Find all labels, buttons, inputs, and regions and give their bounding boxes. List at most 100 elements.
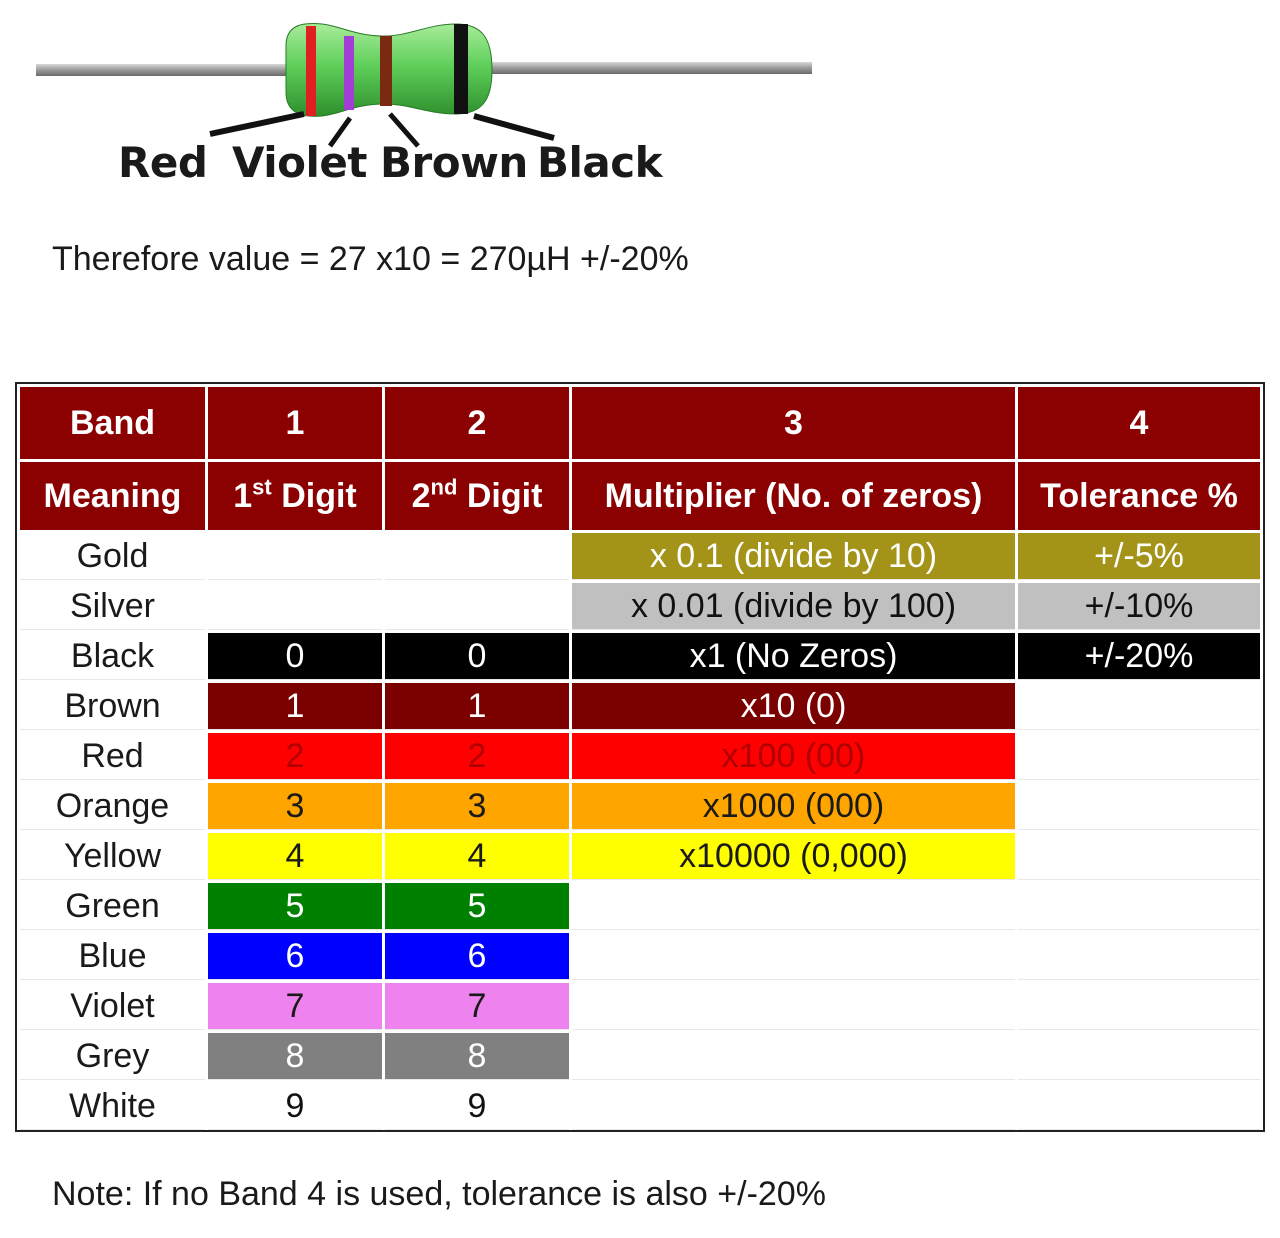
first-digit-sup: st	[252, 474, 272, 500]
header-band-2: 2	[385, 387, 569, 459]
color-code-grid: Band 1 2 3 4 Meaning 1st Digit 2nd Digit…	[17, 384, 1263, 1133]
second-digit-cell: 9	[385, 1083, 569, 1130]
first-digit-cell: 0	[208, 633, 382, 680]
multiplier-cell: x1 (No Zeros)	[572, 633, 1015, 680]
second-digit-cell: 3	[385, 783, 569, 830]
color-name-cell: Blue	[20, 933, 205, 980]
color-name-cell: White	[20, 1083, 205, 1130]
table-row: Orange 3 3 x1000 (000)	[20, 783, 1260, 830]
pointer-brown	[388, 112, 420, 148]
pointer-red	[209, 111, 305, 137]
color-name-cell: Grey	[20, 1033, 205, 1080]
tolerance-cell	[1018, 833, 1260, 880]
first-digit-cell: 6	[208, 933, 382, 980]
band-3-brown	[380, 36, 392, 106]
header-band-3: 3	[572, 387, 1015, 459]
note-statement: Note: If no Band 4 is used, tolerance is…	[52, 1175, 826, 1213]
color-name-cell: Gold	[20, 533, 205, 580]
color-name-cell: Red	[20, 733, 205, 780]
left-lead	[36, 64, 296, 76]
second-digit-cell: 0	[385, 633, 569, 680]
multiplier-cell: x10000 (0,000)	[572, 833, 1015, 880]
first-digit-cell	[208, 583, 382, 630]
table-row: Grey 8 8	[20, 1033, 1260, 1080]
header-row-meaning: Meaning 1st Digit 2nd Digit Multiplier (…	[20, 462, 1260, 530]
tolerance-cell: +/-10%	[1018, 583, 1260, 630]
table-row: Violet 7 7	[20, 983, 1260, 1030]
color-name-cell: Black	[20, 633, 205, 680]
header-band-1: 1	[208, 387, 382, 459]
band-2-violet	[344, 36, 354, 110]
header-tolerance: Tolerance %	[1018, 462, 1260, 530]
second-digit-word: Digit	[466, 476, 543, 515]
first-digit-num: 1	[233, 476, 253, 515]
header-band-4: 4	[1018, 387, 1260, 459]
band-label-4: Black	[537, 138, 663, 187]
color-code-table: Band 1 2 3 4 Meaning 1st Digit 2nd Digit…	[15, 382, 1265, 1132]
multiplier-cell	[572, 1083, 1015, 1130]
first-digit-word: Digit	[281, 476, 357, 515]
color-name-cell: Green	[20, 883, 205, 930]
second-digit-cell: 7	[385, 983, 569, 1030]
tolerance-cell	[1018, 1083, 1260, 1130]
first-digit-cell: 7	[208, 983, 382, 1030]
multiplier-cell: x1000 (000)	[572, 783, 1015, 830]
multiplier-cell: x100 (00)	[572, 733, 1015, 780]
pointer-black	[473, 113, 555, 141]
table-row: Red 2 2 x100 (00)	[20, 733, 1260, 780]
first-digit-cell: 5	[208, 883, 382, 930]
multiplier-cell	[572, 883, 1015, 930]
second-digit-cell	[385, 583, 569, 630]
multiplier-cell	[572, 933, 1015, 980]
band-label-3: Brown	[380, 138, 528, 187]
color-name-cell: Violet	[20, 983, 205, 1030]
header-band: Band	[20, 387, 205, 459]
tolerance-cell: +/-20%	[1018, 633, 1260, 680]
value-statement: Therefore value = 27 x10 = 270µH +/-20%	[52, 240, 689, 278]
table-row: Yellow 4 4 x10000 (0,000)	[20, 833, 1260, 880]
second-digit-cell	[385, 533, 569, 580]
tolerance-cell	[1018, 983, 1260, 1030]
band-label-1: Red	[118, 138, 208, 187]
header-first-digit: 1st Digit	[208, 462, 382, 530]
header-second-digit: 2nd Digit	[385, 462, 569, 530]
band-labels: Red Violet Brown Black	[0, 138, 840, 198]
second-digit-cell: 6	[385, 933, 569, 980]
second-digit-cell: 4	[385, 833, 569, 880]
tolerance-cell: +/-5%	[1018, 533, 1260, 580]
table-row: Green 5 5	[20, 883, 1260, 930]
second-digit-cell: 2	[385, 733, 569, 780]
tolerance-cell	[1018, 883, 1260, 930]
first-digit-cell	[208, 533, 382, 580]
second-digit-sup: nd	[430, 474, 458, 500]
tolerance-cell	[1018, 933, 1260, 980]
header-meaning: Meaning	[20, 462, 205, 530]
table-body: Gold x 0.1 (divide by 10) +/-5% Silver x 0.0…	[20, 533, 1260, 1130]
multiplier-cell: x10 (0)	[572, 683, 1015, 730]
header-multiplier: Multiplier (No. of zeros)	[572, 462, 1015, 530]
right-lead	[470, 62, 812, 74]
table-row: Silver x 0.01 (divide by 100) +/-10%	[20, 583, 1260, 630]
first-digit-cell: 1	[208, 683, 382, 730]
multiplier-cell	[572, 1033, 1015, 1080]
color-name-cell: Brown	[20, 683, 205, 730]
band-4-black	[454, 24, 468, 114]
multiplier-cell	[572, 983, 1015, 1030]
color-name-cell: Orange	[20, 783, 205, 830]
band-1-red	[306, 26, 316, 116]
second-digit-cell: 8	[385, 1033, 569, 1080]
first-digit-cell: 9	[208, 1083, 382, 1130]
tolerance-cell	[1018, 683, 1260, 730]
table-row: Brown 1 1 x10 (0)	[20, 683, 1260, 730]
table-row: Black 0 0 x1 (No Zeros) +/-20%	[20, 633, 1260, 680]
multiplier-cell: x 0.1 (divide by 10)	[572, 533, 1015, 580]
first-digit-cell: 8	[208, 1033, 382, 1080]
header-row-band: Band 1 2 3 4	[20, 387, 1260, 459]
second-digit-cell: 5	[385, 883, 569, 930]
multiplier-cell: x 0.01 (divide by 100)	[572, 583, 1015, 630]
color-name-cell: Yellow	[20, 833, 205, 880]
table-row: Blue 6 6	[20, 933, 1260, 980]
first-digit-cell: 2	[208, 733, 382, 780]
first-digit-cell: 4	[208, 833, 382, 880]
color-name-cell: Silver	[20, 583, 205, 630]
